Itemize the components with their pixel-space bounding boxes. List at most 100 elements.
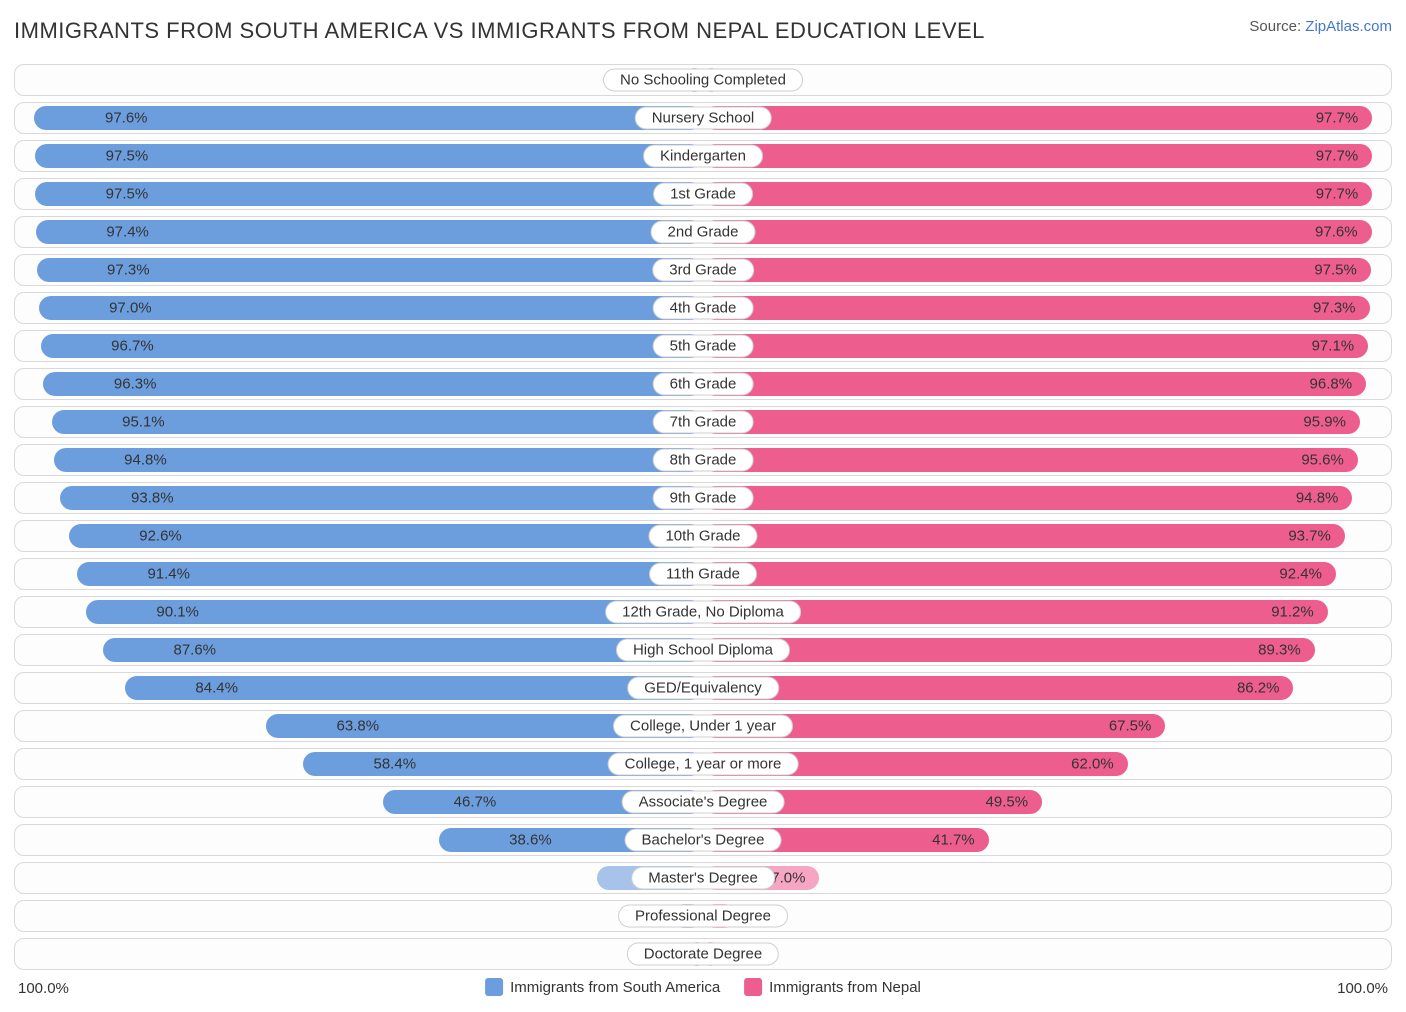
- bar-half-left: 97.5%: [18, 144, 703, 168]
- value-label-right: 97.7%: [1316, 186, 1373, 203]
- bar-right: [703, 220, 1372, 244]
- bar-half-left: 97.6%: [18, 106, 703, 130]
- bar-half-right: 62.0%: [703, 752, 1388, 776]
- value-label-left: 96.3%: [100, 376, 157, 393]
- value-label-right: 97.5%: [1314, 262, 1371, 279]
- value-label-left: 97.5%: [92, 186, 149, 203]
- bar-right: [703, 524, 1345, 548]
- legend-item-right: Immigrants from Nepal: [744, 978, 921, 996]
- bar-half-right: 95.9%: [703, 410, 1388, 434]
- value-label-left: 94.8%: [110, 452, 167, 469]
- chart-row: 92.6%93.7%10th Grade: [14, 520, 1392, 552]
- value-label-right: 97.7%: [1316, 110, 1373, 127]
- bar-half-right: 2.2%: [703, 942, 1388, 966]
- chart-row: 97.4% 97.6% 2nd Grade: [14, 216, 1392, 248]
- bar-half-right: 91.2%: [703, 600, 1388, 624]
- category-label: Kindergarten: [643, 145, 763, 168]
- bar-right: [703, 562, 1336, 586]
- chart-footer: 100.0% Immigrants from South America Imm…: [14, 976, 1392, 1004]
- value-label-left: 58.4%: [360, 756, 417, 773]
- chart-row: 87.6%89.3%High School Diploma: [14, 634, 1392, 666]
- value-label-left: 46.7%: [440, 794, 497, 811]
- bar-half-left: 2.5%: [18, 68, 703, 92]
- bar-right: [703, 372, 1366, 396]
- chart-row: 94.8% 95.6% 8th Grade: [14, 444, 1392, 476]
- bar-half-left: 46.7%: [18, 790, 703, 814]
- bar-half-right: 86.2%: [703, 676, 1388, 700]
- bar-half-right: 97.7%: [703, 182, 1388, 206]
- value-label-right: 49.5%: [986, 794, 1043, 811]
- bar-right: [703, 144, 1372, 168]
- category-label: High School Diploma: [616, 639, 790, 662]
- category-label: 3rd Grade: [652, 259, 754, 282]
- source-attribution: Source: ZipAtlas.com: [1249, 18, 1392, 35]
- bar-half-right: 94.8%: [703, 486, 1388, 510]
- bar-half-left: 58.4%: [18, 752, 703, 776]
- bar-half-right: 97.1%: [703, 334, 1388, 358]
- category-label: Associate's Degree: [622, 791, 785, 814]
- bar-half-left: 92.6%: [18, 524, 703, 548]
- bar-half-right: 97.5%: [703, 258, 1388, 282]
- value-label-right: 94.8%: [1296, 490, 1353, 507]
- bar-half-right: 93.7%: [703, 524, 1388, 548]
- category-label: 12th Grade, No Diploma: [605, 601, 801, 624]
- value-label-left: 97.3%: [93, 262, 150, 279]
- bar-half-left: 93.8%: [18, 486, 703, 510]
- bar-half-right: 41.7%: [703, 828, 1388, 852]
- chart-row: 96.7% 97.1%5th Grade: [14, 330, 1392, 362]
- bar-half-left: 84.4%: [18, 676, 703, 700]
- bar-half-right: 89.3%: [703, 638, 1388, 662]
- bar-half-right: 17.0%: [703, 866, 1388, 890]
- category-label: Bachelor's Degree: [625, 829, 782, 852]
- value-label-right: 97.3%: [1313, 300, 1370, 317]
- bar-right: [703, 486, 1352, 510]
- bar-right: [703, 676, 1293, 700]
- bar-right: [703, 638, 1315, 662]
- chart-rows: 2.5%2.3%No Schooling Completed97.6%97.7%…: [14, 64, 1392, 970]
- legend-swatch-left: [485, 978, 503, 996]
- category-label: Master's Degree: [631, 867, 775, 890]
- chart-row: 1.8%2.2%Doctorate Degree: [14, 938, 1392, 970]
- value-label-left: 95.1%: [108, 414, 165, 431]
- value-label-right: 67.5%: [1109, 718, 1166, 735]
- value-label-left: 97.0%: [95, 300, 152, 317]
- category-label: 4th Grade: [653, 297, 754, 320]
- value-label-left: 97.4%: [92, 224, 149, 241]
- bar-right: [703, 334, 1368, 358]
- axis-max-right: 100.0%: [1337, 980, 1388, 997]
- value-label-right: 95.6%: [1301, 452, 1358, 469]
- bar-half-left: 15.5%: [18, 866, 703, 890]
- category-label: Doctorate Degree: [627, 943, 779, 966]
- chart-row: 15.5%17.0%Master's Degree: [14, 862, 1392, 894]
- value-label-left: 96.7%: [97, 338, 154, 355]
- bar-half-left: 95.1%: [18, 410, 703, 434]
- chart-container: IMMIGRANTS FROM SOUTH AMERICA VS IMMIGRA…: [0, 0, 1406, 1012]
- value-label-left: 91.4%: [133, 566, 190, 583]
- category-label: 5th Grade: [653, 335, 754, 358]
- source-link[interactable]: ZipAtlas.com: [1305, 18, 1392, 35]
- category-label: 1st Grade: [653, 183, 753, 206]
- bar-half-right: 67.5%: [703, 714, 1388, 738]
- bar-half-left: 96.7%: [18, 334, 703, 358]
- value-label-left: 97.6%: [91, 110, 148, 127]
- legend-item-left: Immigrants from South America: [485, 978, 720, 996]
- chart-row: 97.0% 97.3% 4th Grade: [14, 292, 1392, 324]
- value-label-right: 91.2%: [1271, 604, 1328, 621]
- chart-row: 4.6%4.8%Professional Degree: [14, 900, 1392, 932]
- value-label-left: 92.6%: [125, 528, 182, 545]
- source-prefix: Source:: [1249, 18, 1305, 35]
- chart-row: 63.8%67.5%College, Under 1 year: [14, 710, 1392, 742]
- bar-half-left: 96.3%: [18, 372, 703, 396]
- category-label: 8th Grade: [653, 449, 754, 472]
- legend: Immigrants from South America Immigrants…: [485, 978, 921, 996]
- category-label: Nursery School: [635, 107, 772, 130]
- chart-row: 91.4%92.4%11th Grade: [14, 558, 1392, 590]
- bar-half-left: 90.1%: [18, 600, 703, 624]
- chart-row: 46.7% 49.5% Associate's Degree: [14, 786, 1392, 818]
- value-label-right: 97.6%: [1315, 224, 1372, 241]
- category-label: College, 1 year or more: [608, 753, 799, 776]
- chart-row: 84.4%86.2%GED/Equivalency: [14, 672, 1392, 704]
- category-label: 2nd Grade: [651, 221, 756, 244]
- bar-right: [703, 106, 1372, 130]
- value-label-left: 63.8%: [323, 718, 380, 735]
